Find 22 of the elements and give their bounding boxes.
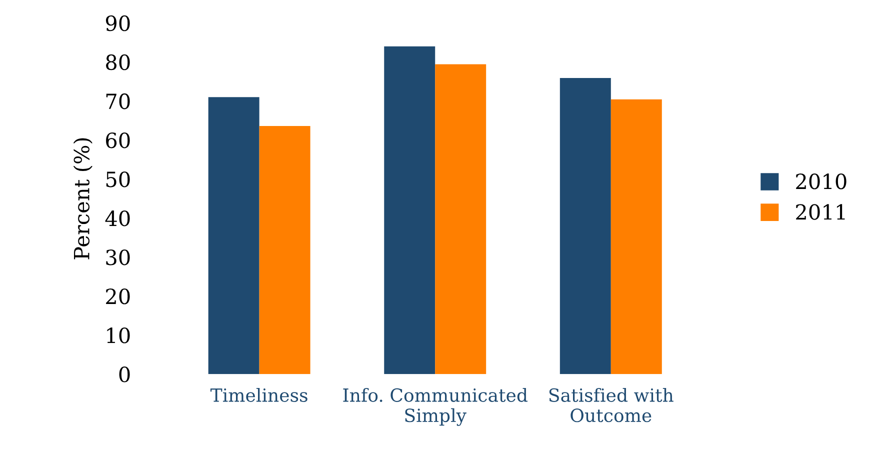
bar: [208, 97, 260, 374]
y-tick-label: 0: [119, 366, 130, 382]
legend-label: 2010: [796, 174, 846, 190]
x-tick-label: Info. Communicated Simply: [343, 388, 528, 426]
y-tick-label: 80: [106, 54, 130, 70]
y-tick-label: 40: [105, 210, 130, 226]
y-tick-label: 70: [106, 93, 130, 110]
y-tick-label: 50: [106, 171, 130, 188]
bar: [560, 78, 611, 374]
bar: [435, 64, 486, 374]
y-tick-label: 30: [106, 249, 130, 266]
bar: [610, 99, 662, 374]
bar: [259, 126, 310, 374]
y-tick-label: 60: [106, 132, 130, 148]
x-tick-label: Satisfied with Outcome: [549, 388, 674, 422]
y-axis-title: Percent (%): [73, 138, 92, 260]
bar: [384, 46, 436, 374]
x-tick-label: Timeliness: [210, 388, 308, 402]
y-tick-label: 20: [106, 288, 130, 304]
y-tick-label: 10: [107, 328, 130, 344]
y-tick-label: 90: [106, 15, 130, 32]
legend-label: 2011: [796, 204, 845, 220]
